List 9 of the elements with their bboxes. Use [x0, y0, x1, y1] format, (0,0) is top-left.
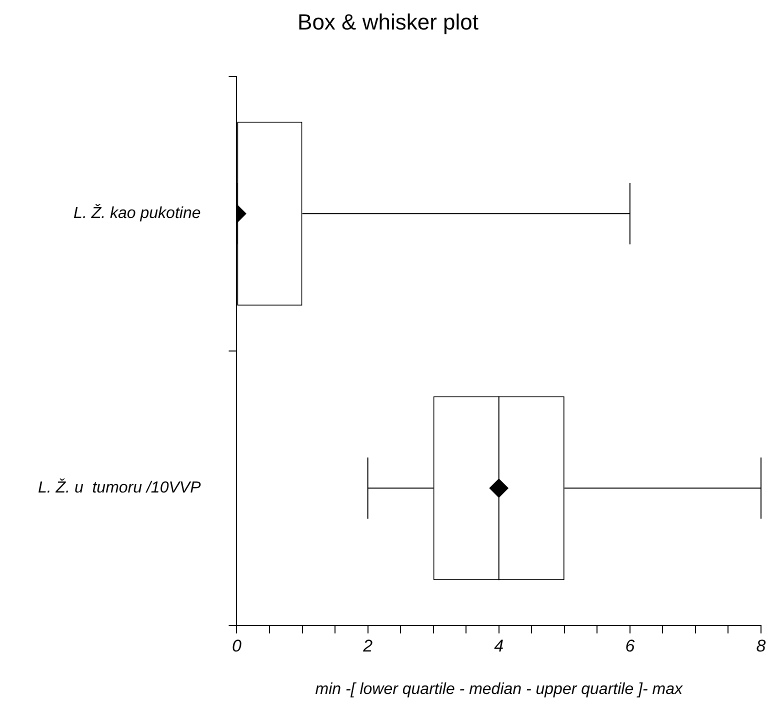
y-tick-label: L. Ž. u tumoru /10VVP	[38, 478, 202, 497]
chart-title: Box & whisker plot	[298, 9, 478, 34]
x-tick-label: 8	[756, 636, 766, 656]
x-tick-label: 4	[494, 636, 504, 656]
x-tick-label: 2	[362, 636, 374, 656]
x-tick-label: 6	[625, 636, 636, 656]
x-tick-label: 0	[232, 636, 242, 656]
x-axis-title: min -[ lower quartile - median - upper quartile ]- max	[315, 680, 684, 698]
y-tick-label: L. Ž. kao pukotine	[74, 204, 201, 222]
